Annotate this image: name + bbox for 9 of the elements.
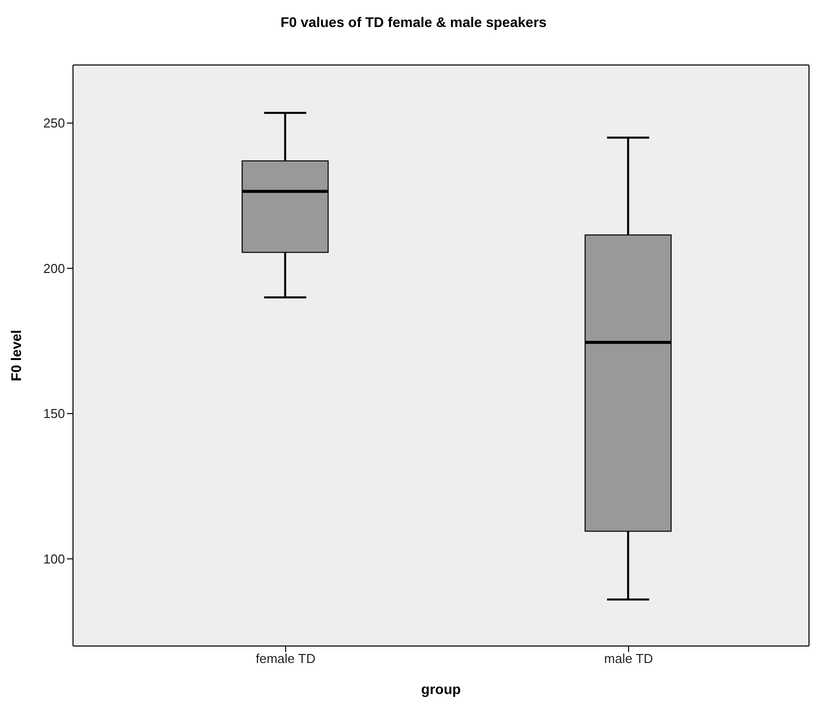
y-tick-label: 100: [43, 551, 65, 566]
y-tick-label: 150: [43, 406, 65, 422]
y-tick-label: 250: [43, 116, 65, 131]
x-tick-label: male TD: [604, 651, 654, 666]
y-axis-title: F0 level: [8, 330, 24, 382]
x-tick-label: female TD: [256, 651, 316, 666]
y-tick-label: 200: [43, 260, 65, 276]
x-axis-title: group: [421, 681, 461, 697]
chart-title: F0 values of TD female & male speakers: [279, 13, 548, 32]
